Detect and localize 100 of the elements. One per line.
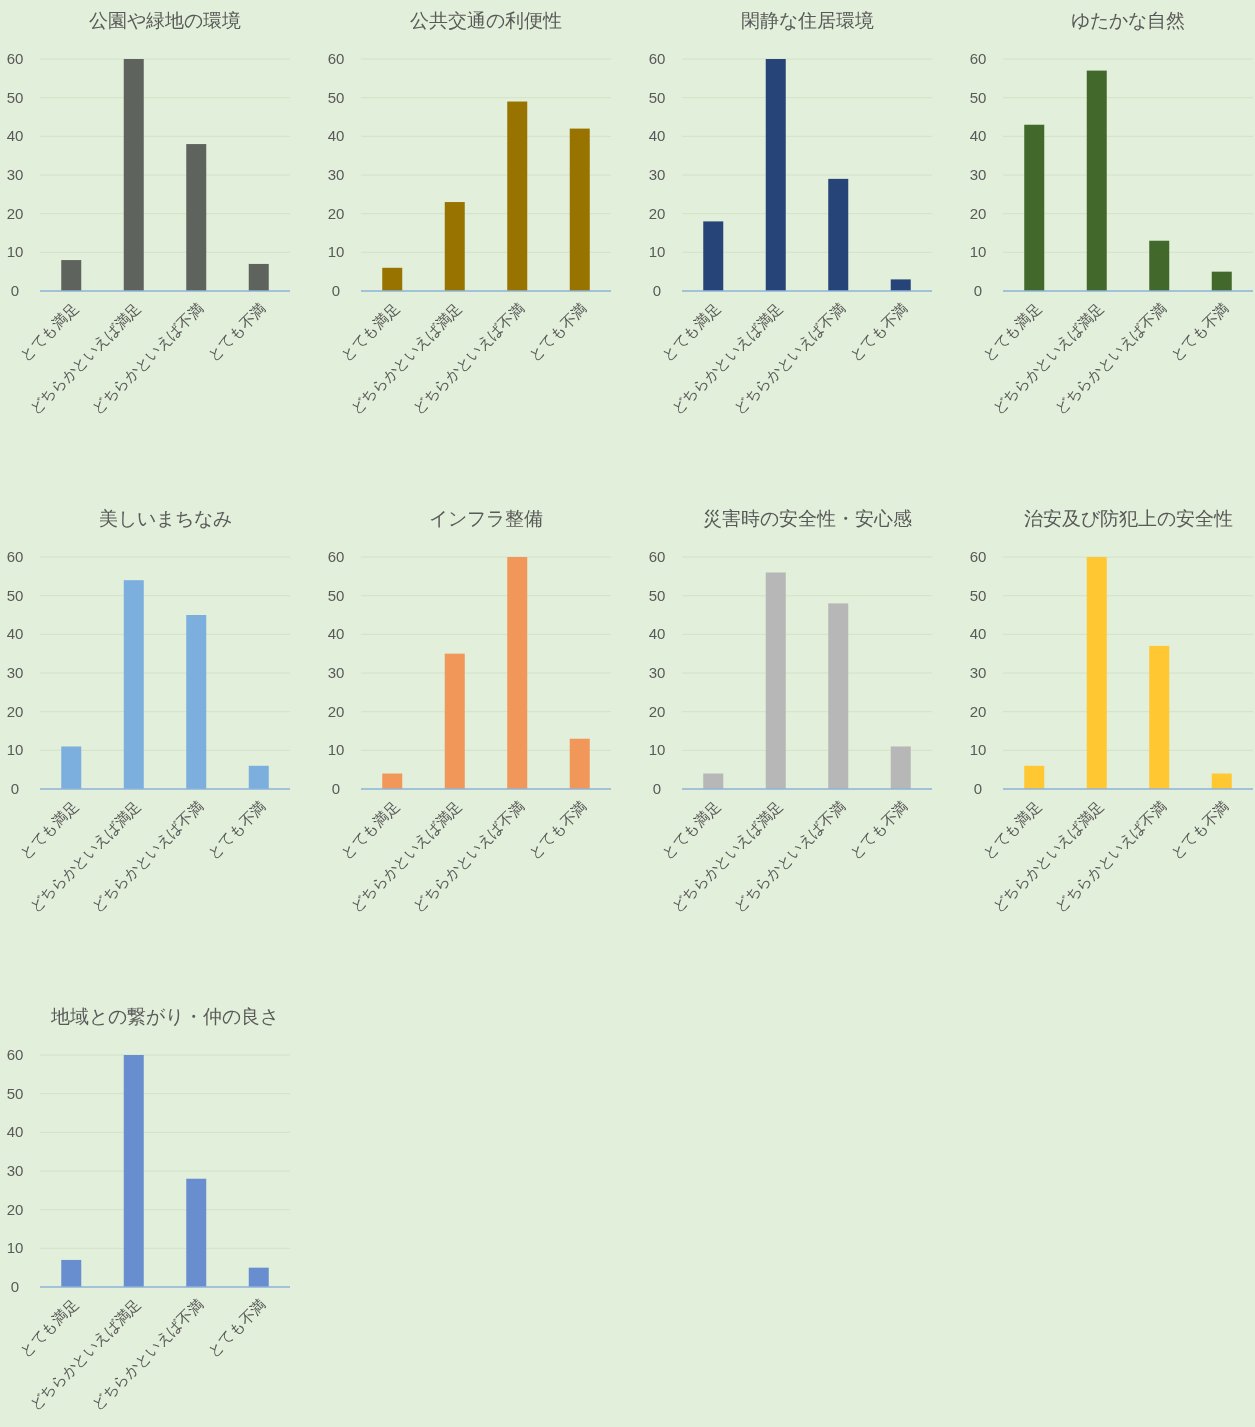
y-tick-label: 40 (648, 625, 666, 643)
bar (61, 260, 82, 291)
bar (1149, 240, 1170, 291)
y-tick-label: 50 (969, 88, 987, 106)
y-tick-label: 30 (6, 166, 24, 183)
bar (61, 1259, 82, 1287)
y-tick-label: 10 (327, 243, 345, 261)
y-tick-label: 20 (6, 204, 24, 222)
y-tick-label: 40 (327, 625, 345, 643)
bar (186, 144, 207, 291)
x-tick-label: とても不満 (203, 1295, 269, 1361)
bar (123, 580, 144, 789)
bar (248, 765, 269, 789)
y-tick-label: 20 (648, 204, 666, 222)
bar (1086, 557, 1107, 789)
chart-title: ゆたかな自然 (1071, 10, 1185, 31)
y-tick-label: 10 (327, 741, 345, 759)
y-tick-label: 60 (327, 548, 345, 565)
chart-title: 公共交通の利便性 (410, 10, 562, 31)
bar (444, 202, 465, 291)
y-tick-label: 60 (969, 50, 987, 67)
chart-title: 災害時の安全性・安心感 (702, 508, 912, 529)
y-tick-label: 40 (6, 127, 24, 145)
bar (1024, 765, 1045, 789)
y-tick-label: 40 (327, 127, 345, 145)
chart-title: 美しいまちなみ (98, 508, 232, 529)
x-tick-label: とても不満 (203, 797, 269, 863)
chart-title: 治安及び防犯上の安全性 (1023, 508, 1233, 529)
y-tick-label: 50 (6, 586, 24, 604)
y-tick-label: 10 (969, 741, 987, 759)
y-tick-label: 20 (969, 702, 987, 720)
y-tick-label: 10 (6, 1239, 24, 1257)
bar (123, 59, 144, 291)
y-tick-label: 60 (648, 50, 666, 67)
y-tick-label: 50 (327, 88, 345, 106)
bar (123, 1055, 144, 1287)
bar (828, 603, 849, 789)
y-tick-label: 30 (648, 166, 666, 183)
y-tick-label: 30 (327, 166, 345, 183)
bar (765, 59, 786, 291)
y-tick-label: 10 (648, 243, 666, 261)
bar (61, 746, 82, 789)
bar (703, 221, 724, 291)
y-tick-label: 10 (648, 741, 666, 759)
bar (1149, 645, 1170, 789)
y-tick-label: 50 (6, 88, 24, 106)
y-tick-label: 30 (969, 664, 987, 681)
y-tick-label: 20 (6, 1200, 24, 1218)
x-tick-label: とても不満 (524, 299, 590, 365)
bar (703, 773, 724, 789)
bar (186, 1178, 207, 1287)
y-tick-label: 30 (6, 664, 24, 681)
y-tick-label: 20 (969, 204, 987, 222)
bar (186, 615, 207, 789)
bar (569, 738, 590, 789)
bar (507, 101, 528, 291)
bar (382, 267, 403, 291)
x-tick-label: とても不満 (1166, 299, 1232, 365)
y-tick-label: 50 (969, 586, 987, 604)
y-tick-label: 50 (648, 586, 666, 604)
y-tick-label: 30 (969, 166, 987, 183)
y-tick-label: 30 (648, 664, 666, 681)
y-tick-label: 50 (6, 1084, 24, 1102)
y-tick-label: 60 (6, 1046, 24, 1063)
y-tick-label: 30 (327, 664, 345, 681)
bar (1024, 124, 1045, 291)
x-tick-label: とても不満 (845, 299, 911, 365)
y-tick-label: 10 (969, 243, 987, 261)
y-tick-label: 30 (6, 1162, 24, 1179)
x-tick-label: とても不満 (845, 797, 911, 863)
y-tick-label: 60 (648, 548, 666, 565)
y-tick-label: 20 (648, 702, 666, 720)
y-tick-label: 60 (969, 548, 987, 565)
bar (569, 128, 590, 291)
y-tick-label: 0 (331, 282, 341, 299)
chart-title: 地域との繋がり・仲の良さ (50, 1006, 279, 1027)
bar (1086, 70, 1107, 291)
bar (248, 263, 269, 291)
y-tick-label: 0 (652, 282, 662, 299)
bar (444, 653, 465, 789)
y-tick-label: 10 (6, 243, 24, 261)
bar (765, 572, 786, 789)
y-tick-label: 50 (327, 586, 345, 604)
bar (382, 773, 403, 789)
bar (507, 557, 528, 789)
y-tick-label: 0 (973, 282, 983, 299)
y-tick-label: 0 (331, 780, 341, 797)
bar (1211, 271, 1232, 291)
y-tick-label: 40 (6, 1123, 24, 1141)
y-tick-label: 40 (969, 127, 987, 145)
y-tick-label: 40 (6, 625, 24, 643)
y-tick-label: 60 (327, 50, 345, 67)
y-tick-label: 0 (973, 780, 983, 797)
y-tick-label: 0 (652, 780, 662, 797)
bar (1211, 773, 1232, 789)
y-tick-label: 20 (327, 204, 345, 222)
y-tick-label: 0 (10, 780, 20, 797)
x-tick-label: とても不満 (524, 797, 590, 863)
bar (890, 279, 911, 291)
y-tick-label: 40 (969, 625, 987, 643)
